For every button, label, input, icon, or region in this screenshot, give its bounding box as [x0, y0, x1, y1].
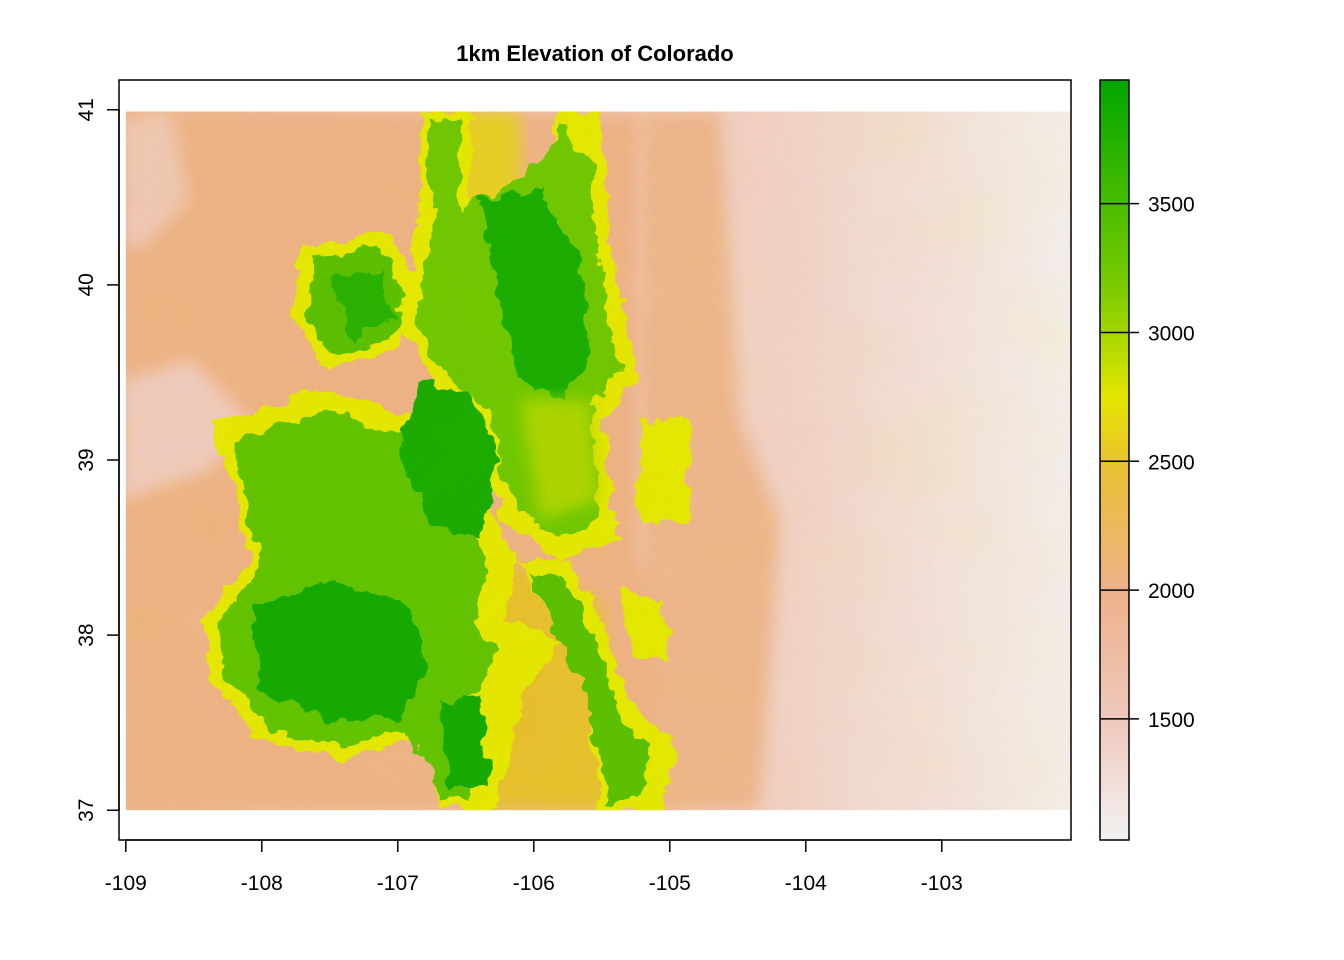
legend-tick-label: 3500: [1148, 194, 1195, 217]
x-tick-label: -109: [105, 872, 147, 895]
elevation-legend: 1500 2000 2500 3000 3500: [1099, 79, 1195, 841]
y-tick-label: 38: [75, 623, 98, 646]
x-tick-label: -104: [785, 872, 827, 895]
chart-title: 1km Elevation of Colorado: [456, 41, 734, 66]
x-tick-label: -108: [241, 872, 283, 895]
legend-tick-label: 1500: [1148, 709, 1195, 732]
y-tick-label: 41: [75, 98, 98, 121]
y-tick-label: 37: [75, 799, 98, 822]
legend-tick-label: 3000: [1148, 322, 1195, 345]
x-tick-label: -105: [649, 872, 691, 895]
y-tick-label: 39: [75, 448, 98, 471]
y-tick-label: 40: [75, 273, 98, 296]
legend-colorbar: [1099, 79, 1130, 841]
y-axis: 37 38 39 40 41: [75, 98, 120, 822]
x-tick-label: -106: [513, 872, 555, 895]
x-tick-label: -103: [921, 872, 963, 895]
elevation-raster: [125, 111, 1072, 811]
legend-tick-label: 2500: [1148, 451, 1195, 474]
x-tick-label: -107: [377, 872, 419, 895]
legend-tick-label: 2000: [1148, 580, 1195, 603]
x-axis: -109 -108 -107 -106 -105 -104 -103: [105, 839, 963, 895]
